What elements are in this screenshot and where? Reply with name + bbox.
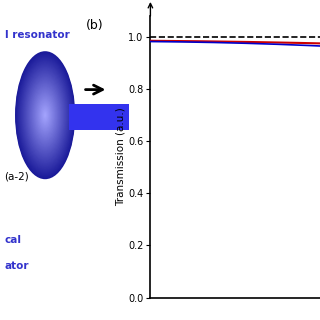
Circle shape [35,94,55,137]
Circle shape [20,63,70,167]
Circle shape [38,100,52,130]
Circle shape [22,66,68,164]
Circle shape [38,99,52,131]
Circle shape [36,96,54,134]
Circle shape [44,114,46,116]
Circle shape [24,69,67,161]
Circle shape [20,61,71,170]
Circle shape [26,75,64,156]
Circle shape [20,62,70,169]
Circle shape [17,54,74,176]
Circle shape [21,65,69,165]
Circle shape [43,110,48,121]
Circle shape [17,55,73,175]
Circle shape [34,92,56,139]
Circle shape [39,101,52,129]
Circle shape [27,77,63,154]
Circle shape [28,80,62,150]
Circle shape [42,109,48,122]
Circle shape [18,58,72,173]
Bar [69,104,129,130]
Circle shape [32,86,59,144]
Circle shape [34,91,57,140]
Circle shape [19,60,71,171]
Circle shape [16,53,74,177]
Circle shape [37,98,53,132]
Circle shape [19,59,72,172]
Circle shape [33,90,57,141]
Circle shape [36,97,54,133]
Text: (b): (b) [86,19,104,32]
Circle shape [42,108,49,123]
Circle shape [39,102,51,128]
Circle shape [40,105,50,126]
Circle shape [18,57,73,174]
Circle shape [25,73,65,158]
Circle shape [32,87,58,143]
Circle shape [28,78,63,153]
Text: ator: ator [4,261,29,271]
Circle shape [28,79,62,151]
Circle shape [41,106,50,125]
Circle shape [44,112,47,118]
Circle shape [21,64,69,166]
Circle shape [41,107,49,124]
Circle shape [24,70,66,160]
Circle shape [23,68,67,162]
Circle shape [27,76,64,155]
Circle shape [40,103,51,127]
Text: (a-2): (a-2) [4,171,29,181]
Circle shape [29,81,61,149]
Circle shape [29,82,61,148]
Y-axis label: Transmission (a.u.): Transmission (a.u.) [115,108,125,206]
Text: cal: cal [4,235,21,245]
Circle shape [26,74,65,157]
Circle shape [22,67,68,163]
Circle shape [25,71,66,159]
Circle shape [44,113,46,117]
Circle shape [16,52,75,178]
Text: l resonator: l resonator [4,30,69,40]
Circle shape [33,89,58,142]
Circle shape [36,95,55,135]
Circle shape [30,83,60,147]
Circle shape [31,85,59,145]
Circle shape [35,93,56,138]
Circle shape [43,111,47,119]
Circle shape [15,51,75,179]
Circle shape [31,84,60,146]
